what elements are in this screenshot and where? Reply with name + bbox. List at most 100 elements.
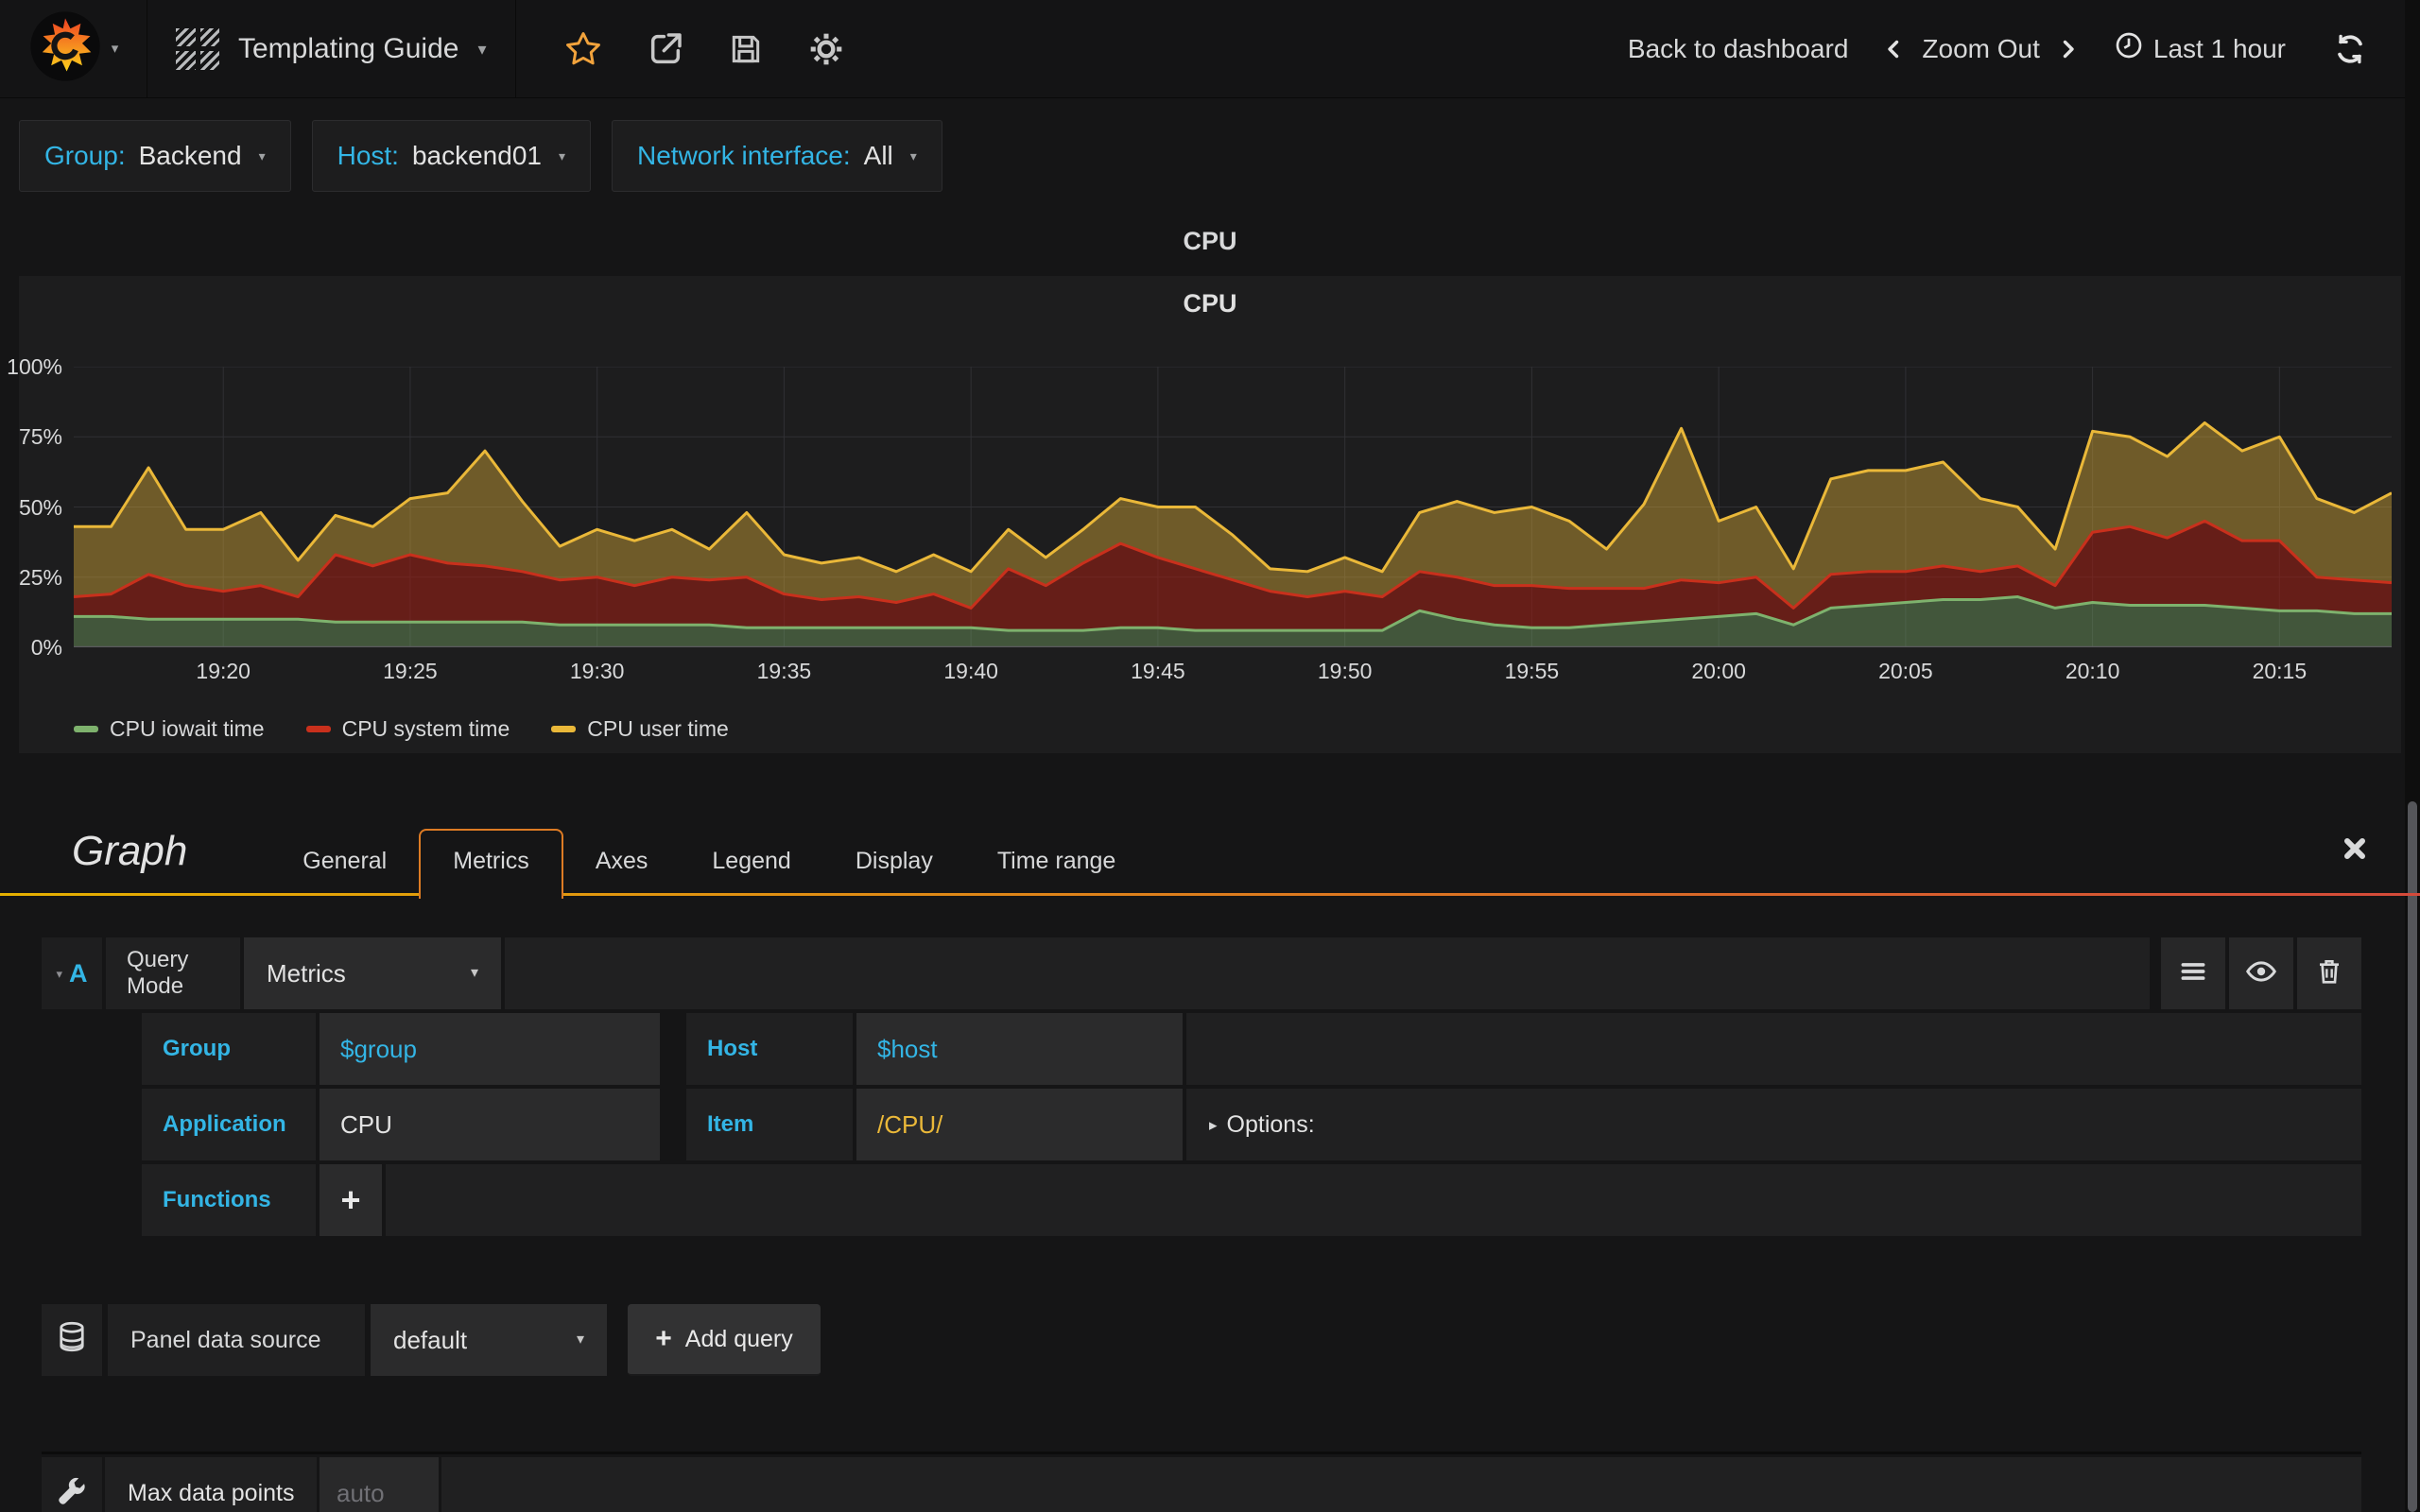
chevron-right-icon: ▸ bbox=[1209, 1115, 1218, 1134]
query-mode-select[interactable]: Metrics ▾ bbox=[244, 937, 501, 1009]
query-mode-label: Query Mode bbox=[106, 937, 240, 1009]
time-range-picker[interactable]: Last 1 hour bbox=[2114, 30, 2286, 67]
legend-item[interactable]: CPU iowait time bbox=[74, 716, 265, 742]
zoom-out-button[interactable]: Zoom Out bbox=[1922, 33, 2040, 63]
tab-metrics[interactable]: Metrics bbox=[419, 829, 563, 899]
group-input[interactable] bbox=[340, 1034, 639, 1064]
page-scrollbar-thumb[interactable] bbox=[2408, 801, 2417, 1512]
group-input-cell bbox=[320, 1013, 660, 1085]
item-input-cell bbox=[856, 1089, 1183, 1160]
dashboard-title-menu[interactable]: Templating Guide ▾ bbox=[147, 0, 516, 97]
tab-time-range[interactable]: Time range bbox=[996, 848, 1116, 874]
variable-group-label: Group: bbox=[44, 141, 126, 170]
x-tick-label: 19:20 bbox=[196, 659, 251, 683]
x-tick-label: 19:40 bbox=[943, 659, 998, 683]
x-tick-label: 20:00 bbox=[1691, 659, 1746, 683]
database-icon bbox=[55, 1319, 89, 1362]
variable-group[interactable]: Group: Backend ▾ bbox=[19, 120, 291, 192]
tab-legend[interactable]: Legend bbox=[712, 848, 791, 874]
grafana-menu-caret-icon: ▾ bbox=[111, 41, 119, 57]
page-scrollbar-track[interactable] bbox=[2405, 0, 2420, 1512]
item-input[interactable] bbox=[877, 1109, 1162, 1140]
x-tick-label: 19:55 bbox=[1504, 659, 1560, 683]
query-actions bbox=[2161, 937, 2361, 1009]
application-label: Application bbox=[142, 1089, 316, 1160]
query-row-a: ▾ A Query Mode Metrics ▾ bbox=[42, 937, 2361, 1009]
application-input-cell bbox=[320, 1089, 660, 1160]
tools-icon-cell[interactable] bbox=[42, 1457, 102, 1512]
datasource-select[interactable]: default ▾ bbox=[371, 1304, 607, 1376]
time-shift-right-button[interactable] bbox=[2057, 34, 2080, 64]
row-filler bbox=[441, 1457, 2361, 1512]
add-query-button[interactable]: + Add query bbox=[628, 1304, 821, 1376]
close-editor-button[interactable] bbox=[2341, 834, 2369, 863]
x-tick-label: 19:25 bbox=[383, 659, 438, 683]
item-label: Item bbox=[686, 1089, 853, 1160]
chevron-down-icon: ▾ bbox=[470, 965, 478, 981]
host-label: Host bbox=[686, 1013, 853, 1085]
tab-general[interactable]: General bbox=[302, 848, 388, 874]
graph-plot-area[interactable]: 0% 25% 50% 75% 100% 19:20 19:25 19:30 19:35 19:40… bbox=[7, 354, 2392, 683]
query-delete-button[interactable] bbox=[2297, 937, 2361, 1009]
navbar: ▾ Templating Guide ▾ bbox=[0, 0, 2420, 98]
wrench-icon bbox=[56, 1475, 88, 1512]
back-to-dashboard-button[interactable]: Back to dashboard bbox=[1627, 33, 1849, 63]
x-tick-label: 19:50 bbox=[1317, 659, 1373, 683]
datasource-label: Panel data source bbox=[108, 1304, 365, 1376]
legend-series-label: CPU system time bbox=[341, 716, 510, 741]
grafana-menu-button[interactable]: ▾ bbox=[0, 0, 147, 97]
query-row-functions: Functions + bbox=[142, 1164, 2361, 1236]
star-button[interactable] bbox=[563, 29, 603, 69]
group-label: Group bbox=[142, 1013, 316, 1085]
variable-host-label: Host: bbox=[337, 141, 399, 170]
legend-item[interactable]: CPU system time bbox=[305, 716, 510, 742]
y-tick-label: 100% bbox=[7, 354, 62, 379]
legend-swatch-icon bbox=[305, 726, 331, 732]
legend-swatch-icon bbox=[74, 726, 98, 732]
graph-panel: CPU 0% 25% 50% 75% 100% 19:20 19:25 19:30 19:35 1… bbox=[7, 276, 2401, 753]
refresh-button[interactable] bbox=[2333, 32, 2367, 66]
datasource-value: default bbox=[393, 1325, 468, 1354]
navbar-actions bbox=[516, 29, 845, 69]
x-tick-label: 19:45 bbox=[1131, 659, 1185, 683]
options-cell: ▸ Options: bbox=[1186, 1089, 2361, 1160]
host-input-cell bbox=[856, 1013, 1183, 1085]
add-function-button[interactable]: + bbox=[320, 1164, 382, 1236]
share-button[interactable] bbox=[647, 30, 684, 68]
query-ref-toggle[interactable]: ▾ A bbox=[42, 937, 102, 1009]
settings-gear-button[interactable] bbox=[807, 30, 845, 68]
query-row-filler bbox=[505, 937, 2150, 1009]
chevron-down-icon: ▾ bbox=[909, 148, 917, 163]
query-toggle-visibility-button[interactable] bbox=[2229, 937, 2293, 1009]
panel-editor: Graph General Metrics Axes Legend Displa… bbox=[0, 801, 2420, 1512]
tab-display[interactable]: Display bbox=[855, 848, 933, 874]
editor-tabs-underline bbox=[0, 893, 2420, 896]
editor-tabs-row: Graph General Metrics Axes Legend Displa… bbox=[0, 801, 2420, 899]
host-input[interactable] bbox=[877, 1034, 1162, 1064]
graph-title: CPU bbox=[1183, 289, 1237, 318]
application-input[interactable] bbox=[340, 1109, 639, 1140]
save-button[interactable] bbox=[728, 31, 764, 67]
time-shift-left-button[interactable] bbox=[1882, 34, 1905, 64]
x-tick-label: 20:15 bbox=[2252, 659, 2308, 683]
panel-title[interactable]: CPU bbox=[1183, 227, 1237, 255]
x-tick-label: 20:10 bbox=[2065, 659, 2120, 683]
trash-icon bbox=[2314, 956, 2344, 991]
legend-series-label: CPU iowait time bbox=[110, 716, 265, 741]
max-data-points-input[interactable] bbox=[337, 1478, 422, 1508]
variable-group-value: Backend bbox=[138, 141, 242, 170]
options-toggle[interactable]: ▸ Options: bbox=[1186, 1111, 1315, 1139]
query-menu-button[interactable] bbox=[2161, 937, 2225, 1009]
tab-axes[interactable]: Axes bbox=[595, 848, 648, 874]
metrics-tab-content: ▾ A Query Mode Metrics ▾ bbox=[0, 896, 2420, 1512]
max-data-points-section: Max data points bbox=[42, 1452, 2361, 1512]
max-data-points-row: Max data points bbox=[42, 1457, 2361, 1512]
y-tick-label: 25% bbox=[18, 564, 62, 590]
variable-host[interactable]: Host: backend01 ▾ bbox=[311, 120, 592, 192]
variable-netif[interactable]: Network interface: All ▾ bbox=[612, 120, 942, 192]
legend-item[interactable]: CPU user time bbox=[551, 716, 729, 742]
query-ref-letter: A bbox=[69, 958, 88, 988]
query-row-application-item: Application Item ▸ Options: bbox=[142, 1089, 2361, 1160]
time-range-label: Last 1 hour bbox=[2152, 33, 2286, 63]
chevron-down-icon: ▾ bbox=[258, 148, 266, 163]
